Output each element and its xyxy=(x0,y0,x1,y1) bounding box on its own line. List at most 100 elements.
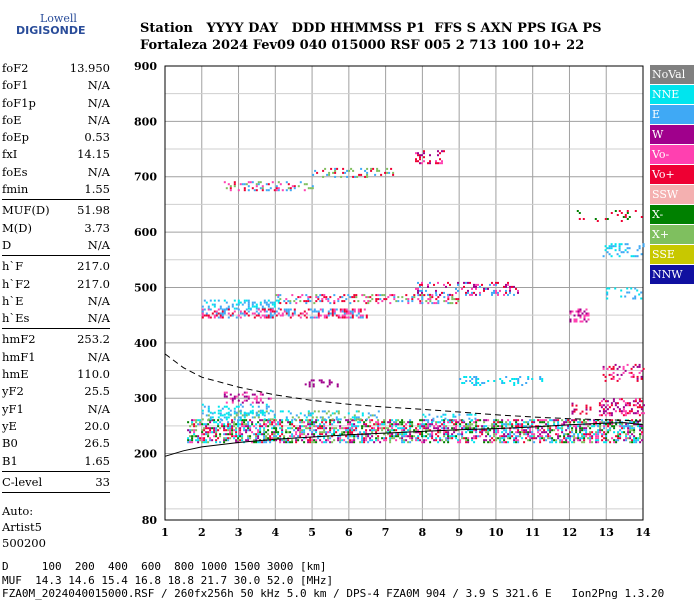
echo-mark xyxy=(437,281,439,284)
echo-mark xyxy=(642,243,645,246)
echo-mark xyxy=(445,431,448,434)
echo-mark xyxy=(273,421,276,424)
echo-mark xyxy=(569,439,572,442)
autoscaling-info: Auto: Artist5 500200 xyxy=(2,503,110,551)
echo-mark xyxy=(424,415,427,418)
echo-mark xyxy=(613,441,616,444)
echo-mark xyxy=(320,379,323,382)
echo-mark xyxy=(346,175,349,178)
echo-mark xyxy=(606,293,609,296)
echo-mark xyxy=(211,439,214,442)
echo-mark xyxy=(605,441,608,444)
echo-mark xyxy=(233,425,236,428)
param-name: foEp xyxy=(2,130,29,145)
echo-mark xyxy=(471,431,474,434)
echo-mark xyxy=(345,419,348,422)
echo-mark xyxy=(273,416,276,419)
echo-mark xyxy=(363,425,366,428)
echo-mark xyxy=(353,418,356,421)
echo-mark xyxy=(539,439,542,442)
echo-mark xyxy=(583,310,586,313)
echo-mark xyxy=(565,419,568,422)
echo-mark xyxy=(291,427,294,430)
echo-mark xyxy=(465,376,468,378)
echo-mark xyxy=(501,419,504,422)
echo-mark xyxy=(271,431,274,434)
echo-mark xyxy=(263,433,266,436)
echo-mark xyxy=(221,419,224,422)
echo-mark xyxy=(517,431,520,434)
echo-mark xyxy=(388,171,391,174)
echo-mark xyxy=(616,253,619,256)
echo-mark xyxy=(575,419,578,422)
echo-mark xyxy=(517,425,520,428)
echo-mark xyxy=(251,401,254,404)
echo-mark xyxy=(611,419,614,422)
echo-mark xyxy=(241,433,244,436)
echo-mark xyxy=(537,427,540,430)
echo-mark xyxy=(429,296,432,299)
echo-mark xyxy=(313,302,316,305)
echo-mark xyxy=(397,427,400,430)
echo-mark xyxy=(455,421,458,424)
echo-mark xyxy=(366,171,369,174)
echo-mark xyxy=(237,299,240,302)
echo-mark xyxy=(591,441,594,444)
echo-mark xyxy=(337,418,340,421)
param-name: foEs xyxy=(2,164,28,179)
echo-mark xyxy=(211,416,214,419)
echo-mark xyxy=(369,296,372,299)
echo-mark xyxy=(599,425,602,428)
echo-mark xyxy=(575,429,578,432)
echo-mark xyxy=(629,431,632,434)
echo-mark xyxy=(355,410,358,413)
echo-mark xyxy=(553,421,556,424)
echo-mark xyxy=(265,314,268,317)
echo-mark xyxy=(527,431,530,434)
echo-mark xyxy=(329,296,332,299)
echo-mark xyxy=(449,437,452,440)
param-name: foF1 xyxy=(2,78,29,93)
echo-mark xyxy=(571,402,574,405)
echo-mark xyxy=(265,405,268,408)
echo-mark xyxy=(333,419,336,422)
echo-mark xyxy=(233,183,236,186)
echo-mark xyxy=(325,427,328,430)
echo-mark xyxy=(271,301,274,304)
echo-mark xyxy=(639,435,642,438)
echo-mark xyxy=(225,437,228,440)
echo-mark xyxy=(359,316,362,319)
echo-mark xyxy=(629,421,632,424)
echo-mark xyxy=(279,437,282,440)
echo-mark xyxy=(541,427,544,430)
echo-mark xyxy=(315,296,318,299)
echo-mark xyxy=(291,185,294,188)
echo-mark xyxy=(267,189,270,192)
echo-mark xyxy=(513,441,516,444)
echo-mark xyxy=(279,441,282,444)
echo-mark xyxy=(251,305,254,308)
echo-mark xyxy=(328,379,331,382)
echo-mark xyxy=(409,421,412,424)
echo-mark xyxy=(285,439,288,442)
echo-mark xyxy=(312,173,315,176)
echo-mark xyxy=(309,414,312,417)
echo-mark xyxy=(221,314,224,317)
echo-mark xyxy=(310,379,313,382)
echo-mark xyxy=(313,310,316,313)
echo-mark xyxy=(383,433,386,436)
echo-mark xyxy=(261,308,264,311)
echo-mark xyxy=(517,429,520,432)
echo-mark xyxy=(365,314,368,317)
echo-mark xyxy=(277,187,280,190)
echo-mark xyxy=(571,404,574,407)
echo-mark xyxy=(233,423,236,426)
echo-mark xyxy=(263,411,266,414)
echo-mark xyxy=(239,416,242,419)
echo-mark xyxy=(347,441,350,444)
echo-mark xyxy=(187,421,190,424)
echo-mark xyxy=(571,419,574,422)
echo-mark xyxy=(199,419,202,422)
echo-mark xyxy=(243,413,246,416)
echo-mark xyxy=(381,429,384,432)
